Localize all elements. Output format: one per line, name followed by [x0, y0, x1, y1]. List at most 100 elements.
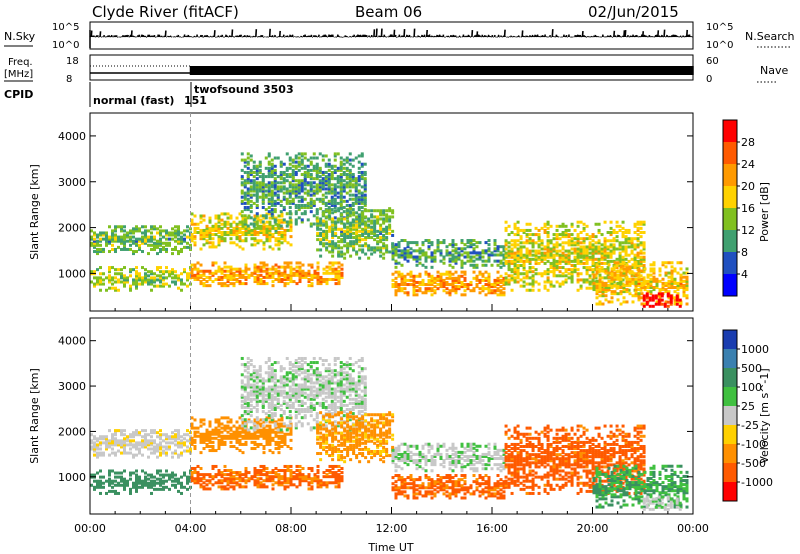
power-cell	[177, 231, 180, 235]
power-cell	[294, 212, 298, 216]
power-cell	[196, 269, 200, 273]
nsky-sample	[355, 35, 358, 38]
nsky-sample	[217, 35, 220, 38]
power-cell	[598, 277, 602, 281]
power-cell	[457, 251, 461, 255]
power-cell	[256, 226, 260, 230]
freq-trace	[90, 65, 694, 75]
power-cell	[333, 185, 337, 189]
power-cell	[625, 277, 629, 281]
power-cell	[255, 203, 259, 207]
power-cell	[327, 187, 331, 191]
power-cell	[436, 239, 440, 243]
power-cell	[159, 274, 162, 278]
nsky-sample	[95, 35, 98, 38]
power-cell	[496, 249, 500, 253]
nsky-sample	[517, 35, 520, 38]
power-cell	[330, 203, 334, 207]
power-cell	[591, 264, 595, 267]
power-cell	[664, 281, 668, 285]
power-cell	[567, 268, 571, 272]
power-cell	[226, 231, 230, 234]
power-cell	[244, 282, 248, 286]
power-cell	[337, 209, 341, 213]
power-cell	[385, 217, 389, 221]
power-cell	[147, 229, 150, 233]
power-cell	[321, 193, 325, 197]
power-cell	[114, 247, 117, 251]
power-cell	[637, 298, 641, 302]
power-cell	[229, 214, 233, 218]
power-cell	[409, 255, 413, 259]
power-cell	[319, 277, 323, 281]
power-cell	[268, 237, 272, 241]
power-cell	[144, 225, 147, 229]
power-cell	[283, 277, 287, 281]
power-cell	[147, 274, 150, 278]
power-cell	[108, 270, 111, 274]
velocity-cell	[99, 451, 102, 455]
power-cell	[283, 271, 287, 275]
power-cell	[286, 282, 290, 286]
power-cell	[355, 225, 359, 229]
power-cell	[463, 276, 467, 280]
power-cell	[460, 280, 464, 284]
power-cell	[264, 208, 268, 212]
nsky-sample	[614, 35, 617, 38]
power-cell	[291, 191, 295, 195]
power-cell	[678, 298, 682, 302]
power-cell	[388, 219, 392, 223]
power-cell	[267, 160, 271, 164]
power-cell	[102, 272, 105, 276]
power-cell	[376, 229, 380, 233]
power-cell	[319, 221, 323, 225]
power-cell	[355, 233, 359, 237]
power-cell	[273, 187, 277, 191]
power-cell	[591, 253, 595, 257]
power-cell	[367, 233, 371, 237]
power-cell	[339, 181, 343, 185]
power-cell	[457, 255, 461, 259]
power-cell	[531, 280, 535, 284]
power-cell	[108, 280, 111, 284]
power-cell	[285, 191, 289, 195]
velocity-cell	[132, 431, 135, 435]
velocity-cell	[132, 439, 135, 443]
power-cell	[351, 203, 355, 207]
power-cell	[343, 252, 347, 256]
power-cell	[582, 245, 586, 249]
power-cell	[601, 288, 605, 292]
power-cell	[267, 166, 271, 170]
power-cell	[360, 177, 364, 181]
power-cell	[220, 235, 224, 239]
nsky-sample	[219, 35, 222, 38]
power-cell	[528, 288, 532, 292]
nsky-sample	[224, 34, 227, 38]
power-cell	[288, 212, 292, 216]
nsky-sample	[321, 35, 324, 38]
nsky-sample	[324, 34, 327, 38]
power-cell	[117, 268, 120, 272]
power-cell	[186, 274, 189, 278]
power-cell	[289, 235, 293, 239]
power-cell	[564, 253, 568, 257]
nsky-sample	[514, 35, 516, 38]
power-cell	[247, 214, 251, 218]
power-cell	[177, 274, 180, 278]
power-cell	[306, 158, 310, 162]
power-cell	[673, 302, 677, 306]
power-cell	[612, 237, 616, 241]
power-cell	[655, 281, 659, 285]
power-cell	[355, 217, 359, 221]
power-cell	[346, 215, 350, 219]
power-cell	[558, 261, 562, 265]
power-cell	[321, 177, 325, 181]
power-cell	[247, 233, 251, 237]
power-cell	[349, 229, 353, 233]
power-cell	[262, 226, 266, 230]
power-cell	[331, 267, 335, 271]
power-cell	[319, 233, 323, 237]
power-cell	[540, 251, 544, 255]
power-cell	[540, 255, 544, 259]
power-cell	[628, 283, 632, 287]
